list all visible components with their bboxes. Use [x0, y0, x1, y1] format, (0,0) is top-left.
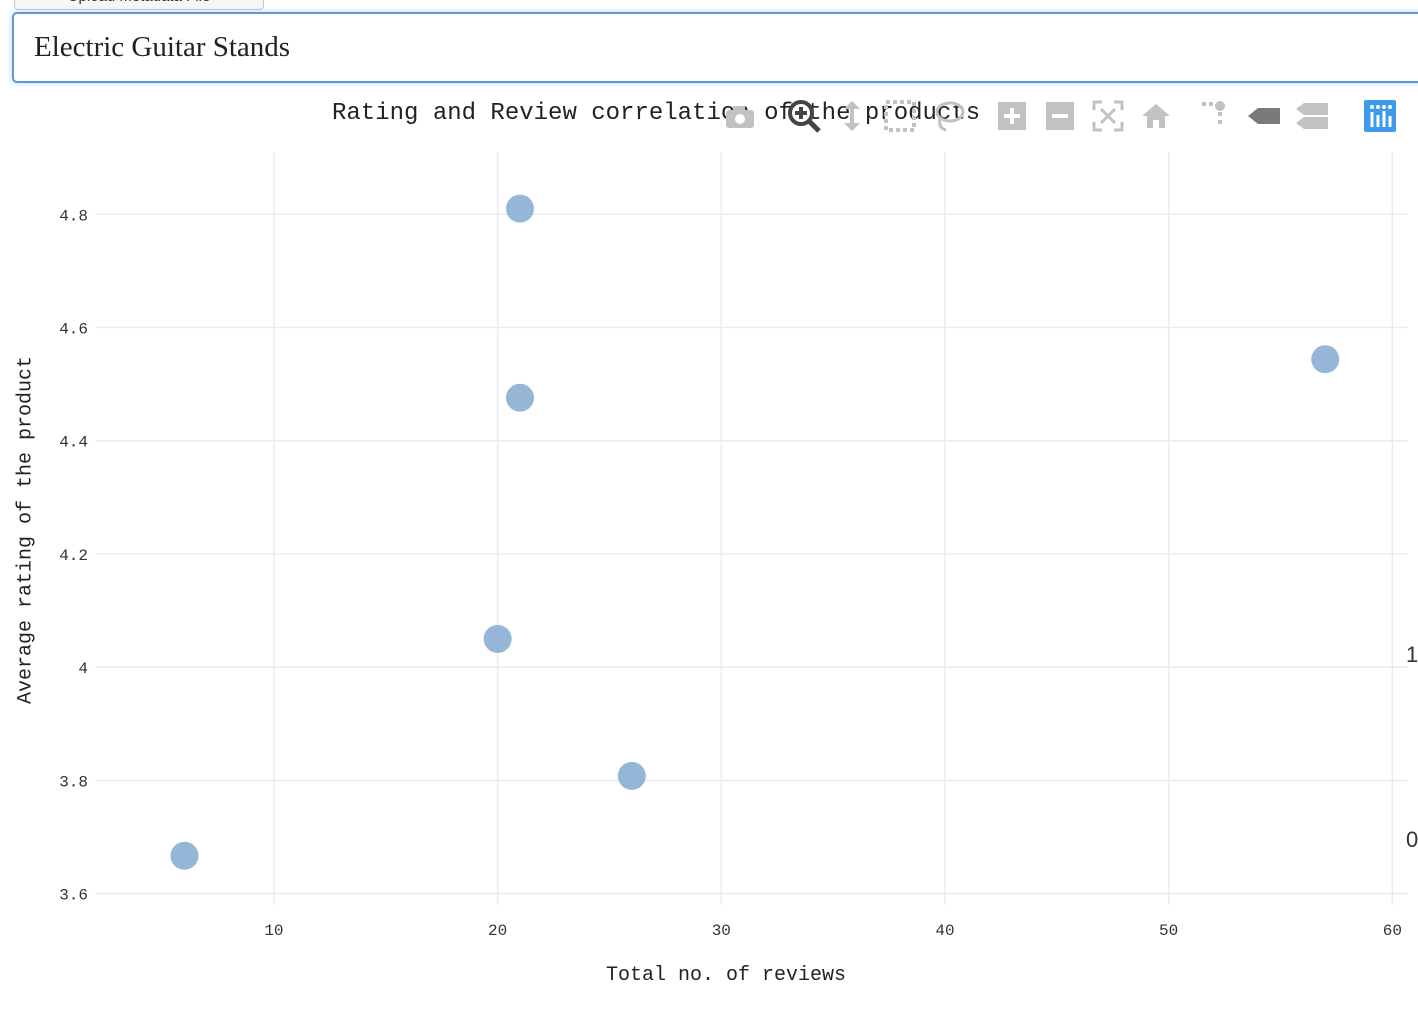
chart-title: Rating and Review correlation of the pro…	[332, 100, 981, 127]
hover-closest-icon	[1248, 108, 1280, 124]
data-point[interactable]	[1311, 345, 1340, 374]
zoom-in-icon	[998, 102, 1026, 130]
y-tick-label: 4.4	[59, 434, 88, 452]
pan-button[interactable]	[832, 96, 872, 136]
scatter-chart[interactable]: 10 20 30 40 50 603.63.844.24.44.64.8	[0, 140, 1418, 960]
box-select-button[interactable]	[880, 96, 920, 136]
x-tick-label: 20	[488, 922, 507, 940]
x-axis-title: Total no. of reviews	[606, 964, 847, 987]
y-tick-label: 4	[78, 660, 88, 678]
edge-label-upper: 1	[1406, 642, 1418, 667]
pan-icon	[844, 101, 860, 131]
x-tick-label: 50	[1159, 922, 1178, 940]
camera-button[interactable]	[720, 96, 760, 136]
plot-modebar	[720, 96, 1410, 136]
home-icon	[1142, 104, 1170, 128]
data-point[interactable]	[505, 383, 534, 412]
lasso-select-icon	[935, 101, 965, 132]
zoom-in-button[interactable]	[992, 96, 1032, 136]
autoscale-icon	[1092, 100, 1124, 132]
lasso-select-button[interactable]	[928, 96, 968, 136]
data-point[interactable]	[170, 841, 199, 870]
y-axis-title: Average rating of the product	[14, 355, 38, 705]
plotly-logo-icon	[1364, 100, 1396, 132]
hover-compare-button[interactable]	[1292, 96, 1332, 136]
box-select-icon	[884, 100, 916, 132]
data-point[interactable]	[617, 761, 646, 790]
home-button[interactable]	[1136, 96, 1176, 136]
zoom-button[interactable]	[784, 96, 824, 136]
dataset-input[interactable]	[12, 12, 1418, 83]
y-tick-label: 3.6	[59, 887, 88, 905]
hover-compare-icon	[1296, 103, 1328, 129]
x-tick-label: 10	[264, 922, 283, 940]
data-point[interactable]	[505, 194, 534, 223]
y-tick-label: 4.6	[59, 321, 88, 339]
autoscale-button[interactable]	[1088, 96, 1128, 136]
plotly-logo-button[interactable]	[1360, 96, 1400, 136]
zoom-icon	[788, 100, 821, 133]
data-point[interactable]	[483, 624, 512, 653]
x-tick-label: 30	[712, 922, 731, 940]
upload-metadata-button[interactable]: Upload Metadata File	[14, 0, 264, 10]
y-tick-label: 4.2	[59, 547, 88, 565]
spike-lines-icon	[1202, 101, 1225, 124]
zoom-out-button[interactable]	[1040, 96, 1080, 136]
y-tick-label: 4.8	[59, 207, 88, 225]
x-tick-label: 40	[935, 922, 954, 940]
camera-icon	[726, 106, 754, 128]
spike-lines-button[interactable]	[1196, 96, 1236, 136]
x-tick-label: 60	[1383, 922, 1402, 940]
hover-closest-button[interactable]	[1244, 96, 1284, 136]
edge-label-lower: 0	[1406, 827, 1418, 852]
y-tick-label: 3.8	[59, 773, 88, 791]
zoom-out-icon	[1046, 102, 1074, 130]
